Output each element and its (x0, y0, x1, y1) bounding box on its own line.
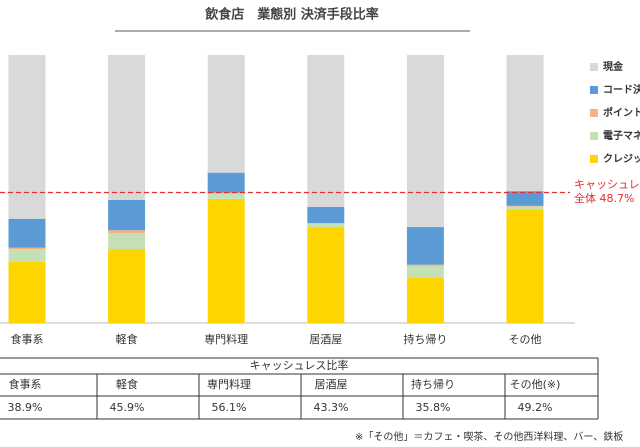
table-cell: 43.3% (314, 401, 349, 414)
bar-segment (406, 265, 444, 278)
bar-segment (108, 232, 146, 250)
legend-swatch (590, 109, 598, 117)
legend-swatch (590, 155, 598, 163)
bar-segment (307, 206, 345, 224)
table-cell: 35.8% (416, 401, 451, 414)
chart-title: 飲食店 業態別 決済手段比率 (204, 7, 379, 23)
bar-segment (506, 205, 544, 207)
table-header: 食事系 (9, 377, 42, 391)
bar-segment (207, 198, 245, 323)
table-cell: 56.1% (212, 401, 247, 414)
table-header: 持ち帰り (411, 377, 455, 391)
legend-swatch (590, 86, 598, 94)
bar-segment (8, 55, 46, 219)
legend-label: ポイント (603, 106, 640, 119)
bar-segment (307, 223, 345, 224)
bar-segment (406, 277, 444, 323)
bar-segment (108, 199, 146, 231)
bar-segment (406, 264, 444, 266)
bar-segment (406, 55, 444, 228)
table-header: 軽食 (116, 377, 138, 391)
bar-segment (108, 230, 146, 233)
table-cell: 38.9% (8, 401, 43, 414)
legend-label: 現金 (603, 60, 624, 73)
bar-segment (506, 206, 544, 210)
bar-segment (506, 55, 544, 192)
x-tick-label: 専門料理 (204, 332, 248, 346)
bar-segment (307, 227, 345, 323)
legend-label: クレジッ (603, 153, 640, 165)
bar-segment (307, 55, 345, 207)
legend-swatch (590, 132, 598, 140)
reference-label: キャッシュレ (574, 178, 640, 191)
table-header: 居酒屋 (315, 378, 348, 391)
table-header: その他(※) (510, 378, 561, 391)
x-tick-label: 持ち帰り (403, 332, 447, 346)
x-tick-label: その他 (509, 333, 542, 346)
table-title: キャッシュレス比率 (250, 358, 349, 372)
reference-label: 全体 48.7% (574, 191, 634, 205)
legend-swatch (590, 63, 598, 71)
bar-segment (307, 223, 345, 228)
bar-segment (108, 55, 146, 200)
bar-segment (207, 192, 245, 194)
bar-segment (108, 249, 146, 323)
bar-segment (8, 249, 46, 262)
bar-segment (8, 247, 46, 250)
footnote: ※「その他」＝カフェ・喫茶、その他西洋料理、バー、鉄板 (355, 430, 623, 443)
x-tick-label: 食事系 (11, 332, 44, 346)
bar-segment (207, 172, 245, 193)
table-cell: 45.9% (110, 401, 145, 414)
legend-label: コード決 (603, 83, 640, 96)
bar-segment (8, 218, 46, 248)
bar-segment (207, 55, 245, 173)
bar-segment (506, 191, 544, 206)
x-tick-label: 居酒屋 (309, 333, 342, 346)
table-cell: 49.2% (518, 401, 553, 414)
legend-label: 電子マネ (603, 130, 640, 142)
bar-segment (207, 193, 245, 199)
bar-segment (8, 261, 46, 323)
bar-segment (406, 227, 444, 265)
bar-segment (506, 209, 544, 323)
table-header: 専門料理 (207, 377, 251, 391)
x-tick-label: 軽食 (116, 332, 138, 346)
